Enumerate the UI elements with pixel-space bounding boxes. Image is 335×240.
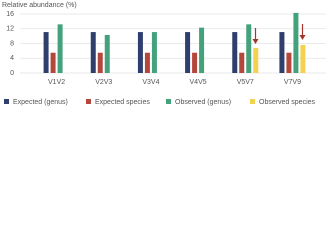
- legend-swatch: [4, 99, 9, 104]
- bar: [279, 32, 285, 73]
- y-tick-label: 4: [10, 55, 14, 62]
- bar: [104, 35, 110, 73]
- legend-label: Observed (genus): [175, 99, 231, 106]
- bar: [144, 52, 150, 73]
- legend-label: Observed species: [259, 99, 316, 106]
- bar: [185, 32, 191, 73]
- x-tick-label: V2V3: [95, 79, 112, 86]
- y-tick-label: 8: [10, 40, 14, 47]
- bar: [97, 52, 103, 73]
- x-tick-label: V3V4: [142, 79, 159, 86]
- legend-swatch: [86, 99, 91, 104]
- y-tick-label: 0: [10, 70, 14, 77]
- bar: [50, 52, 56, 73]
- bar: [286, 52, 292, 73]
- x-tick-label: V7V9: [284, 79, 301, 86]
- bar: [151, 32, 157, 73]
- arrow-head: [252, 39, 259, 44]
- bar: [192, 52, 198, 73]
- legend-swatch: [166, 99, 171, 104]
- arrow-head: [299, 35, 306, 40]
- bar: [43, 32, 49, 73]
- bar: [137, 32, 143, 73]
- x-tick-label: V4V5: [190, 79, 207, 86]
- chart-title: Relative abundance (%): [2, 2, 77, 9]
- legend-label: Expected species: [95, 99, 150, 106]
- bar: [253, 47, 259, 73]
- x-tick-label: V1V2: [48, 79, 65, 86]
- bar: [300, 44, 306, 73]
- bar: [293, 12, 299, 74]
- x-tick-label: V5V7: [237, 79, 254, 86]
- bar: [199, 27, 205, 73]
- legend-swatch: [250, 99, 255, 104]
- y-tick-label: 12: [6, 26, 14, 33]
- legend-label: Expected (genus): [13, 99, 68, 106]
- chart: Relative abundance (%) 0 4 8 12 16 V1V2 V2V3 V3…: [2, 2, 326, 106]
- annotation-arrows: [252, 24, 306, 44]
- bar: [90, 32, 96, 73]
- bar: [239, 52, 245, 73]
- bar: [57, 24, 63, 73]
- bar: [246, 24, 252, 73]
- bar: [232, 32, 238, 73]
- y-tick-label: 16: [6, 11, 14, 18]
